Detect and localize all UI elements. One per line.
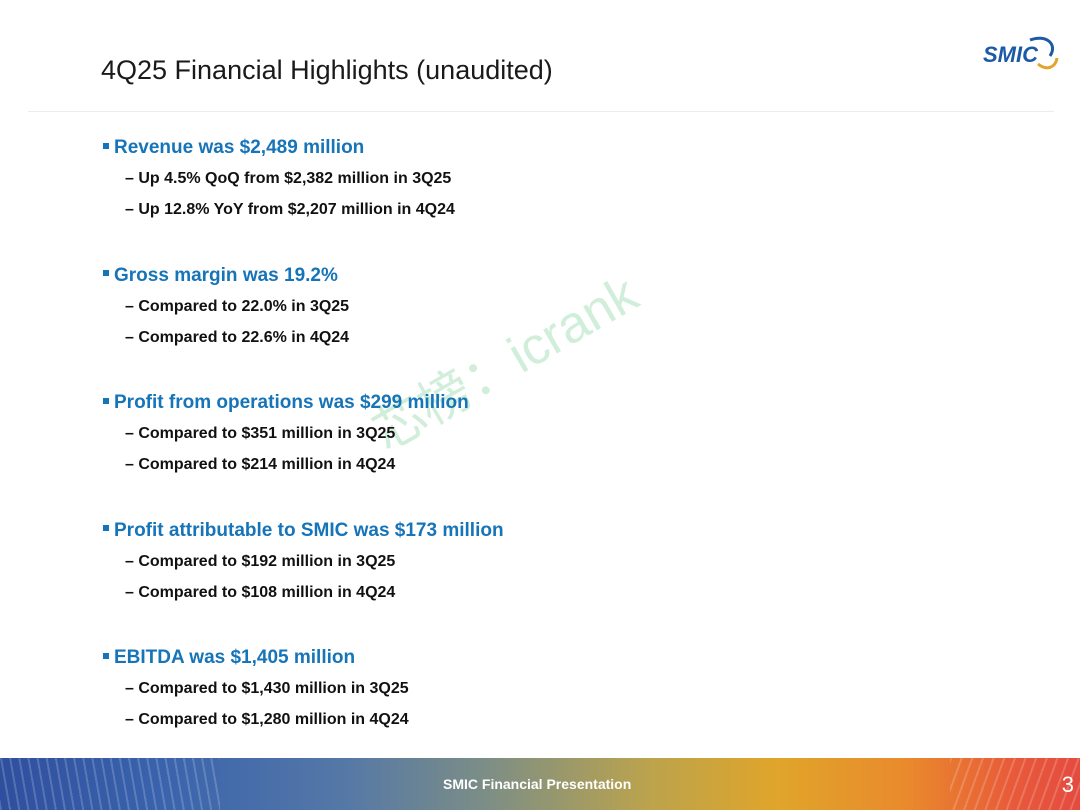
smic-logo: SMIC — [980, 34, 1060, 76]
slide-title: 4Q25 Financial Highlights (unaudited) — [101, 55, 553, 85]
highlights-list: Revenue was $2,489 million – Up 4.5% QoQ… — [103, 133, 803, 771]
footer-decoration — [950, 758, 1080, 810]
smic-logo-icon: SMIC — [983, 36, 1059, 70]
bullet-detail: – Compared to 22.6% in 4Q24 — [125, 328, 350, 346]
bullet-heading: EBITDA was $1,405 million — [114, 647, 356, 668]
bullet-heading: Profit attributable to SMIC was $173 mil… — [114, 519, 504, 541]
bullet-detail: – Compared to $1,280 million in 4Q24 — [125, 711, 409, 728]
bullet-detail: – Compared to $1,430 million in 3Q25 — [125, 680, 409, 697]
bullet-gross-margin: Gross margin was 19.2% – Compared to 22.… — [103, 261, 803, 389]
bullet-detail: – Compared to $351 million in 3Q25 — [125, 425, 396, 442]
footer-decoration — [0, 758, 220, 810]
title-divider — [28, 111, 1054, 112]
bullet-marker — [103, 397, 109, 404]
bullet-heading: Profit from operations was $299 million — [114, 392, 469, 413]
bullet-detail: – Compared to 22.0% in 3Q25 — [125, 297, 350, 315]
bullet-marker — [103, 525, 109, 532]
bullet-marker — [103, 142, 109, 149]
bullet-detail: – Up 12.8% YoY from $2,207 million in 4Q… — [125, 201, 455, 218]
smic-logo-text: SMIC — [983, 42, 1039, 67]
bullet-marker — [103, 652, 109, 659]
bullet-heading: Revenue was $2,489 million — [114, 137, 365, 158]
bullet-ebitda: EBITDA was $1,405 million – Compared to … — [103, 643, 803, 771]
bullet-profit-operations: Profit from operations was $299 million … — [103, 388, 803, 516]
bullet-revenue: Revenue was $2,489 million – Up 4.5% QoQ… — [103, 133, 803, 261]
bullet-detail: – Up 4.5% QoQ from $2,382 million in 3Q2… — [125, 170, 452, 187]
bullet-heading: Gross margin was 19.2% — [114, 264, 338, 286]
footer-bar: SMIC Financial Presentation 3 — [0, 758, 1080, 810]
bullet-detail: – Compared to $192 million in 3Q25 — [125, 552, 396, 570]
footer-title: SMIC Financial Presentation — [443, 776, 632, 792]
bullet-detail: – Compared to $108 million in 4Q24 — [125, 583, 396, 601]
page-number: 3 — [1061, 772, 1074, 797]
bullet-profit-attributable: Profit attributable to SMIC was $173 mil… — [103, 516, 803, 644]
bullet-marker — [103, 270, 109, 277]
bullet-detail: – Compared to $214 million in 4Q24 — [125, 456, 396, 473]
